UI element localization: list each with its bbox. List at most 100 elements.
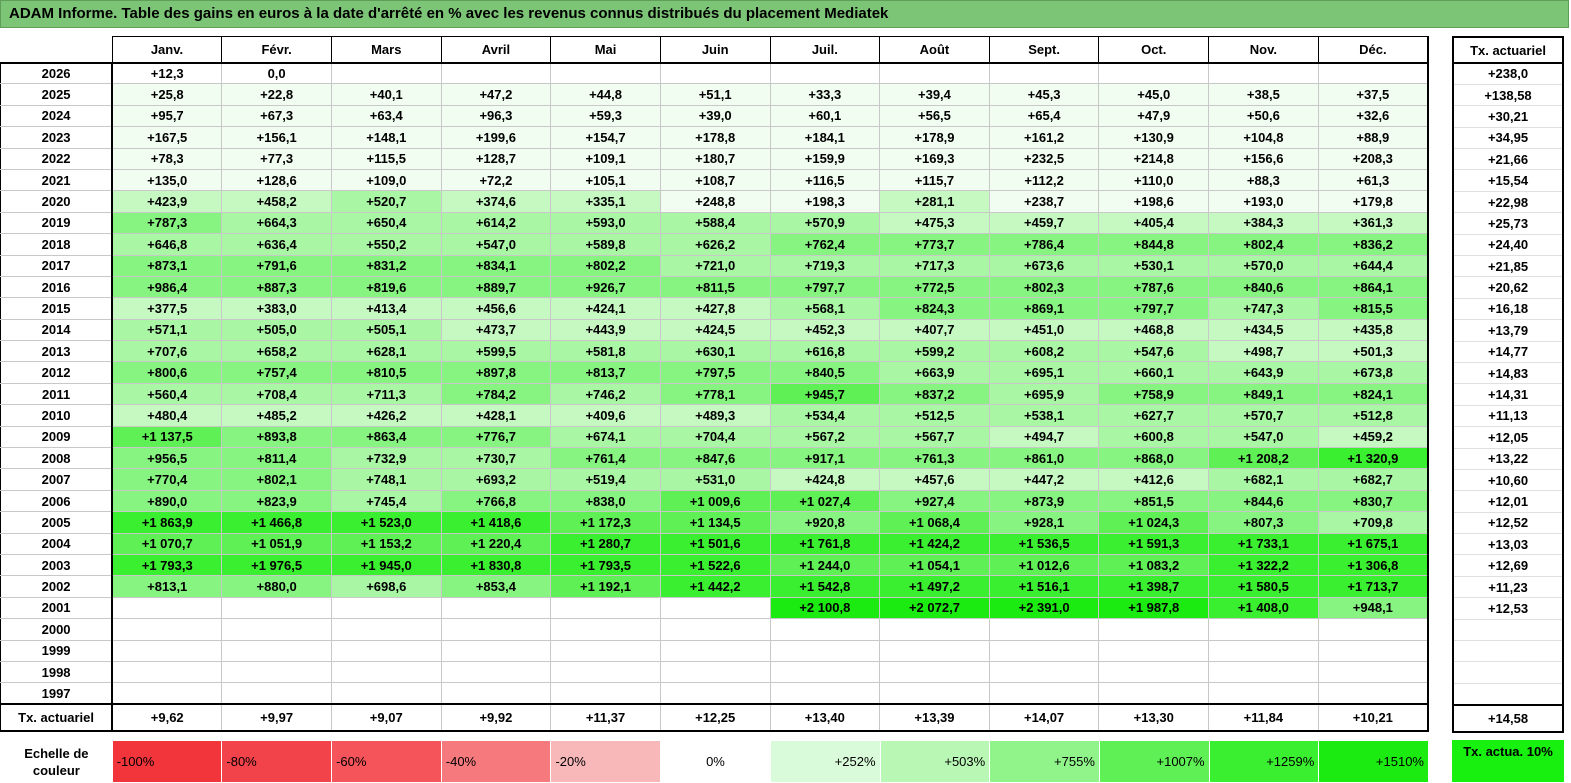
gain-cell: +179,8 bbox=[1317, 190, 1429, 213]
gain-cell bbox=[879, 618, 990, 641]
corner-cell bbox=[0, 36, 113, 64]
table-row: 2017 +873,1 +791,6 +831,2 +834,1 +802,2 +721,0… bbox=[0, 254, 1429, 277]
table-row: 2007 +770,4 +802,1 +748,1 +693,2 +519,4 +531,0… bbox=[0, 468, 1429, 491]
gain-cell: +1 591,3 bbox=[1098, 532, 1210, 555]
gain-cell: +784,2 bbox=[440, 382, 552, 406]
gain-cell bbox=[221, 660, 332, 684]
gain-cell bbox=[1098, 639, 1210, 662]
gain-cell: +770,4 bbox=[111, 468, 223, 491]
gain-cell bbox=[111, 639, 223, 662]
gain-cell: +505,0 bbox=[221, 318, 332, 342]
gain-cell: +159,9 bbox=[769, 147, 881, 170]
gain-cell: +56,5 bbox=[879, 104, 990, 128]
gain-cell: +917,1 bbox=[769, 447, 881, 470]
gain-cell bbox=[988, 639, 1100, 662]
gain-cell: +1 761,8 bbox=[769, 532, 881, 555]
gain-cell: +815,5 bbox=[1317, 297, 1429, 320]
row-year: 2007 bbox=[0, 468, 114, 491]
gain-cell: +550,2 bbox=[330, 233, 442, 256]
row-year: 2014 bbox=[0, 318, 114, 342]
gain-cell: +608,2 bbox=[988, 340, 1100, 363]
gain-cell: +384,3 bbox=[1208, 211, 1319, 235]
gain-cell: +844,8 bbox=[1098, 233, 1210, 256]
table-row: 2014 +571,1 +505,0 +505,1 +473,7 +443,9 +424,5… bbox=[0, 318, 1429, 342]
row-year: 2013 bbox=[0, 340, 114, 363]
gain-cell bbox=[221, 639, 332, 662]
row-rate: +12,53 bbox=[1452, 597, 1564, 620]
gain-cell bbox=[988, 618, 1100, 641]
gain-cell bbox=[1098, 618, 1210, 641]
gain-cell bbox=[111, 660, 223, 684]
gain-cell: +695,1 bbox=[988, 361, 1100, 384]
gain-cell: +452,3 bbox=[769, 318, 881, 342]
table-row: 1997 bbox=[0, 682, 1429, 705]
row-rate: +16,18 bbox=[1452, 298, 1564, 321]
table-row: 2020 +423,9 +458,2 +520,7 +374,6 +335,1 +248,8… bbox=[0, 190, 1429, 213]
gain-cell bbox=[550, 61, 661, 85]
row-year: 2021 bbox=[0, 168, 114, 192]
gain-cell bbox=[659, 596, 771, 620]
gain-cell: +1 522,6 bbox=[659, 553, 771, 577]
gain-cell: +59,3 bbox=[550, 104, 661, 128]
gain-cell: +787,3 bbox=[111, 211, 223, 235]
gain-cell: +813,1 bbox=[111, 575, 223, 598]
gain-cell: +45,3 bbox=[988, 83, 1100, 106]
footer-rate: +9,62 bbox=[111, 703, 223, 733]
row-rate: +14,83 bbox=[1452, 362, 1564, 385]
gain-cell: +800,6 bbox=[111, 361, 223, 384]
gain-cell: +853,4 bbox=[440, 575, 552, 598]
gain-cell: +707,6 bbox=[111, 340, 223, 363]
footer-rate: +13,40 bbox=[769, 703, 881, 733]
gain-cell: +1 793,3 bbox=[111, 553, 223, 577]
gain-cell: +2 072,7 bbox=[879, 596, 990, 620]
row-year: 1997 bbox=[0, 682, 114, 705]
gain-cell: +660,1 bbox=[1098, 361, 1210, 384]
month-header-12: Déc. bbox=[1317, 36, 1429, 64]
gain-cell: +1 244,0 bbox=[769, 553, 881, 577]
gain-cell: +834,1 bbox=[440, 254, 552, 277]
gain-cell: +863,4 bbox=[330, 425, 442, 449]
table-row: 2001 +2 100,8 +2 072,7 +2 391,0 +1 987,8 +1 4… bbox=[0, 596, 1429, 620]
gain-cell: +599,2 bbox=[879, 340, 990, 363]
gain-cell: +570,7 bbox=[1208, 404, 1319, 427]
gain-cell: +674,1 bbox=[550, 425, 661, 449]
month-header-4: Avril bbox=[440, 36, 552, 64]
row-year: 2018 bbox=[0, 233, 114, 256]
gain-cell: +890,0 bbox=[111, 489, 223, 513]
row-rate: +14,77 bbox=[1452, 341, 1564, 363]
gain-cell: +1 424,2 bbox=[879, 532, 990, 555]
gain-cell bbox=[111, 682, 223, 705]
gain-cell bbox=[879, 639, 990, 662]
gain-cell: +498,7 bbox=[1208, 340, 1319, 363]
row-year: 2011 bbox=[0, 382, 114, 406]
gain-cell: +198,3 bbox=[769, 190, 881, 213]
gain-cell: +434,5 bbox=[1208, 318, 1319, 342]
table-row: 2015 +377,5 +383,0 +413,4 +456,6 +424,1 +427,8… bbox=[0, 297, 1429, 320]
gain-cell: +873,9 bbox=[988, 489, 1100, 513]
gain-cell: +480,4 bbox=[111, 404, 223, 427]
gain-cell bbox=[1317, 618, 1429, 641]
gain-cell: +547,6 bbox=[1098, 340, 1210, 363]
gain-cell: +405,4 bbox=[1098, 211, 1210, 235]
gain-cell: +1 068,4 bbox=[879, 511, 990, 534]
gain-cell: +473,7 bbox=[440, 318, 552, 342]
gain-cell: +1 192,1 bbox=[550, 575, 661, 598]
gain-cell: +154,7 bbox=[550, 126, 661, 149]
footer-rate-row: Tx. actuariel +9,62 +9,97 +9,07 +9,92 +11,37… bbox=[0, 703, 1429, 733]
gain-cell: +567,7 bbox=[879, 425, 990, 449]
gain-cell: +1 793,5 bbox=[550, 553, 661, 577]
gain-cell: +519,4 bbox=[550, 468, 661, 491]
gain-cell: +1 863,9 bbox=[111, 511, 223, 534]
gain-cell: +786,4 bbox=[988, 233, 1100, 256]
table-row: 2004 +1 070,7 +1 051,9 +1 153,2 +1 220,4 +1 2… bbox=[0, 532, 1429, 555]
month-header-7: Juil. bbox=[769, 36, 881, 64]
row-year: 1998 bbox=[0, 660, 114, 684]
footer-rate: +13,39 bbox=[879, 703, 990, 733]
row-year: 2000 bbox=[0, 618, 114, 641]
gain-cell: +47,9 bbox=[1098, 104, 1210, 128]
table-row: 2016 +986,4 +887,3 +819,6 +889,7 +926,7 +811,5… bbox=[0, 275, 1429, 299]
gain-cell: +512,5 bbox=[879, 404, 990, 427]
color-scale: Echelle de couleur -100% -80% -60% -40% -20%… bbox=[0, 740, 1429, 783]
footer-rate: +10,21 bbox=[1317, 703, 1429, 733]
gain-cell: +214,8 bbox=[1098, 147, 1210, 170]
